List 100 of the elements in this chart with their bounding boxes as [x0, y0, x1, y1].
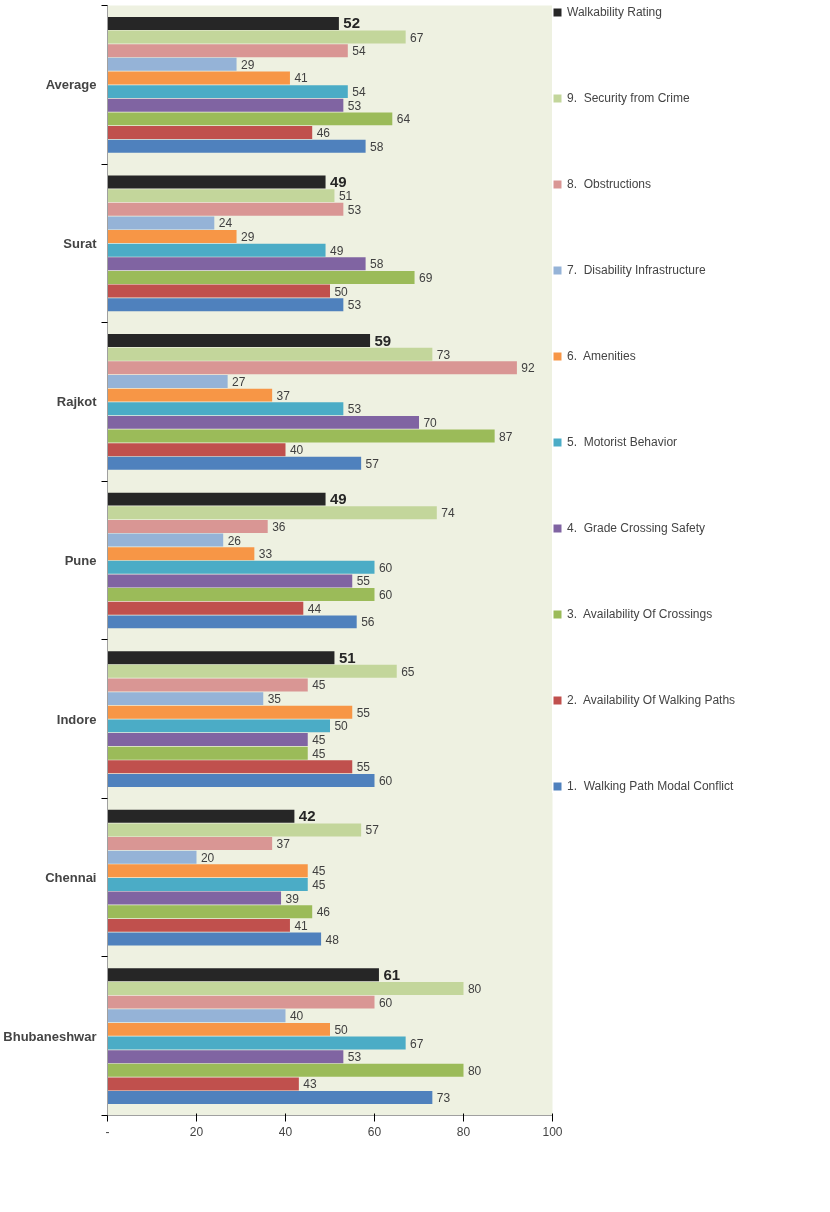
- legend-label: 1. Walking Path Modal Conflict: [567, 779, 734, 793]
- x-tick-label: 100: [542, 1124, 563, 1139]
- data-label: 58: [370, 257, 384, 272]
- data-label: 46: [316, 905, 331, 920]
- bar: [107, 588, 375, 602]
- data-label: 50: [334, 1022, 349, 1037]
- data-label: 55: [356, 705, 371, 720]
- data-label: 45: [312, 864, 326, 879]
- bar: [107, 361, 517, 375]
- bar: [107, 443, 286, 457]
- data-label: 36: [272, 519, 286, 534]
- data-label: 41: [294, 918, 309, 933]
- bar: [107, 506, 437, 520]
- data-label: 64: [396, 112, 411, 127]
- data-label: 45: [312, 678, 326, 693]
- bar: [107, 823, 362, 837]
- bar: [107, 995, 375, 1009]
- data-label: 53: [347, 98, 362, 113]
- data-label: 57: [365, 456, 380, 471]
- bar: [107, 705, 353, 719]
- bar: [107, 1009, 286, 1023]
- y-tick-label: Indore: [56, 711, 97, 727]
- data-label: 24: [218, 216, 233, 231]
- data-label: 92: [521, 361, 536, 376]
- bar: [107, 347, 433, 361]
- legend-label: 3. Availability Of Crossings: [567, 607, 713, 621]
- data-label: 74: [441, 506, 455, 521]
- legend-label: 9. Security from Crime: [567, 91, 690, 105]
- bar: [107, 773, 375, 787]
- data-label: 45: [312, 746, 326, 761]
- bar: [107, 126, 313, 139]
- x-tick-label: -: [105, 1124, 110, 1139]
- bar: [107, 746, 308, 760]
- bar: [107, 189, 335, 203]
- data-label: 35: [267, 692, 282, 707]
- bar: [107, 98, 344, 112]
- bar: [107, 1050, 344, 1064]
- bar: [107, 85, 348, 99]
- bar: [107, 16, 339, 30]
- bar: [107, 284, 330, 298]
- data-label: 49: [330, 243, 344, 258]
- bar: [107, 388, 273, 402]
- bar: [107, 243, 326, 257]
- bar: [107, 270, 415, 284]
- data-label: 37: [276, 388, 291, 403]
- bar: [107, 664, 397, 678]
- bar: [107, 1022, 330, 1036]
- data-label: 54: [352, 85, 366, 100]
- data-label: 50: [334, 284, 349, 299]
- bar: [107, 678, 308, 692]
- bar: [107, 651, 335, 665]
- data-label: 48: [325, 932, 340, 947]
- data-label: 56: [361, 615, 375, 630]
- y-tick-label: Surat: [63, 235, 98, 251]
- legend-label: 7. Disability Infrastructure: [567, 263, 706, 277]
- bar: [107, 30, 406, 44]
- legend-label: 2. Availability Of Walking Paths: [567, 693, 736, 707]
- data-label: 39: [285, 891, 300, 906]
- bar: [107, 1091, 433, 1105]
- bar: [107, 719, 330, 733]
- data-label: 51: [338, 189, 353, 204]
- bar: [107, 216, 215, 230]
- data-label: 54: [352, 44, 366, 59]
- bar: [107, 560, 375, 574]
- data-label: 52: [343, 14, 361, 32]
- bar: [107, 519, 268, 533]
- x-tick-label: 60: [367, 1124, 382, 1139]
- data-label: 73: [436, 1091, 451, 1106]
- data-label: 65: [401, 664, 415, 679]
- x-tick-label: 20: [189, 1124, 204, 1139]
- bar: [107, 968, 379, 982]
- bar: [107, 809, 295, 823]
- data-label: 60: [378, 773, 393, 788]
- bar: [107, 733, 308, 746]
- data-label: 80: [467, 981, 482, 996]
- legend-label: 5. Motorist Behavior: [567, 435, 678, 449]
- data-label: 58: [370, 139, 384, 154]
- legend-label: 6. Amenities: [567, 349, 636, 363]
- data-label: 59: [374, 331, 392, 349]
- bar: [107, 891, 282, 905]
- data-label: 60: [378, 588, 393, 603]
- bar: [107, 574, 353, 588]
- y-tick-label: Chennai: [45, 870, 97, 886]
- data-label: 69: [419, 270, 433, 285]
- bar: [107, 112, 393, 126]
- data-label: 43: [303, 1077, 317, 1092]
- bar: [107, 533, 224, 547]
- data-label: 40: [289, 443, 304, 458]
- bar: [107, 402, 344, 416]
- bar: [107, 918, 290, 932]
- data-label: 49: [330, 490, 347, 508]
- bar: [107, 877, 308, 891]
- y-tick-label: Bhubaneshwar: [3, 1028, 97, 1044]
- y-tick-label: Rajkot: [56, 394, 98, 410]
- bar: [107, 1063, 464, 1077]
- legend-label: 4. Grade Crossing Safety: [567, 521, 706, 535]
- y-tick-label: Pune: [64, 553, 97, 568]
- data-label: 49: [330, 172, 347, 190]
- data-label: 46: [316, 126, 331, 141]
- data-label: 45: [312, 733, 326, 748]
